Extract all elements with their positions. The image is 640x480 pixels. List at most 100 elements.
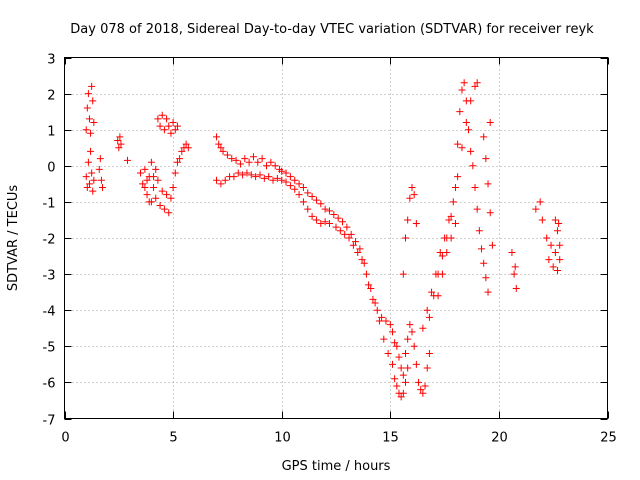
data-point [116,133,124,141]
data-point [402,378,410,386]
data-point [417,386,425,394]
data-point [412,360,420,368]
data-point [480,133,488,141]
x-tick-label: 0 [61,431,69,446]
y-tick-label: 1 [47,125,55,140]
data-point [488,241,496,249]
data-point [234,169,242,177]
data-point [454,173,462,181]
data-point [423,306,431,314]
y-tick-label: -4 [43,305,56,320]
data-point [213,133,221,141]
data-point [473,205,481,213]
data-point [282,169,290,177]
data-point [239,171,247,179]
data-point [83,183,91,191]
data-point [152,194,160,202]
data-point [163,191,171,199]
data-point [428,288,436,296]
data-point [332,223,340,231]
data-point [158,187,166,195]
data-point [304,205,312,213]
data-point [354,248,362,256]
data-point [365,281,373,289]
data-point [137,169,145,177]
data-point [451,220,459,228]
data-point [408,328,416,336]
data-point [339,218,347,226]
data-point [391,375,399,383]
y-tick-label: -5 [43,341,56,356]
data-point [458,144,466,152]
data-point [382,317,390,325]
data-point [278,176,286,184]
x-tick-labels: 0 5 10 15 20 25 [61,431,616,446]
data-point [217,180,225,188]
data-point [82,126,90,134]
data-point [408,183,416,191]
y-tick-label: -2 [43,233,56,248]
data-point [447,234,455,242]
x-tick-label: 25 [600,431,617,446]
y-tick-label: -6 [43,377,56,392]
data-point [473,79,481,87]
data-point [406,194,414,202]
data-point [150,173,158,181]
data-point [89,187,97,195]
data-point [484,288,492,296]
data-point [256,171,264,179]
data-point [147,158,155,166]
data-point [469,162,477,170]
data-point [404,216,412,224]
data-point [360,259,368,267]
data-point [486,209,494,217]
data-point [325,220,333,228]
data-point [117,140,125,148]
data-point [399,389,407,397]
data-point [551,248,559,256]
data-point [371,299,379,307]
data-point [369,295,377,303]
x-tick-label: 15 [382,431,399,446]
data-point [308,192,316,200]
data-point [451,183,459,191]
x-axis-label: GPS time / hours [282,459,391,474]
data-point [482,274,490,282]
x-tick-label: 10 [274,431,291,446]
data-point [219,147,227,155]
data-point [217,144,225,152]
data-point [380,335,388,343]
data-point [425,313,433,321]
data-point [249,153,257,161]
y-tick-label: -1 [43,197,56,212]
data-point [143,191,151,199]
data-point [419,324,427,332]
data-point [321,205,329,213]
data-point [478,245,486,253]
data-point [484,180,492,188]
tick-marks [64,57,609,420]
data-point [462,97,470,105]
data-point [215,140,223,148]
y-tick-label: -3 [43,269,56,284]
data-point [90,118,98,126]
data-point [475,227,483,235]
data-point [167,129,175,137]
data-point [458,86,466,94]
data-point [423,364,431,372]
data-point [410,191,418,199]
data-point [399,270,407,278]
data-point [169,118,177,126]
data-point [184,144,192,152]
data-point [352,238,360,246]
data-point [367,285,375,293]
data-point [486,118,494,126]
data-point [356,245,364,253]
data-point [182,140,190,148]
data-point [95,165,103,173]
data-point [160,126,168,134]
data-point [454,140,462,148]
data-point [150,183,158,191]
data-point [482,155,490,163]
data-point [402,234,410,242]
